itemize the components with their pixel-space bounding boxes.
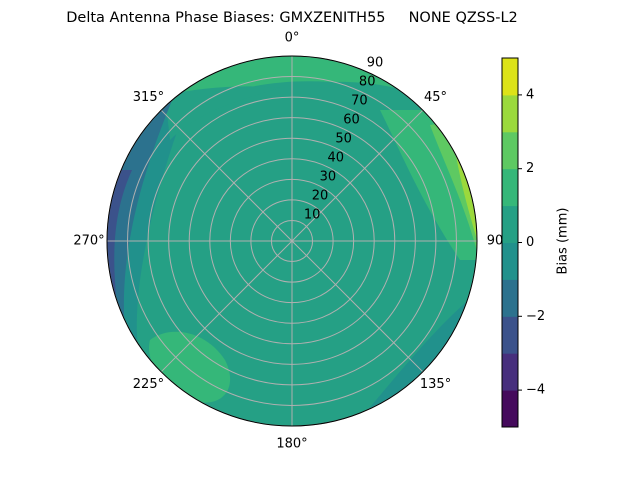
angular-grid-line xyxy=(291,109,424,242)
radial-tick-label: 60 xyxy=(343,113,360,128)
colorbar-band xyxy=(502,353,518,391)
angular-tick-label: 135° xyxy=(420,377,451,392)
contour-band xyxy=(165,86,280,140)
colorbar-band xyxy=(502,58,518,96)
radial-tick-label: 70 xyxy=(351,94,368,109)
colorbar-band xyxy=(502,168,518,207)
colorbar-band xyxy=(502,390,518,428)
polar-frame xyxy=(106,55,478,427)
angular-tick-label: 90 xyxy=(487,234,504,249)
colorbar-tick-label: 0 xyxy=(526,235,534,250)
angular-tick-label: 0° xyxy=(285,31,300,46)
angular-tick-label: 45° xyxy=(424,90,447,105)
angular-tick-label: 270° xyxy=(73,234,104,249)
angular-tick-label: 180° xyxy=(276,437,307,452)
radial-tick-label: 20 xyxy=(312,189,329,204)
angular-tick-label: 225° xyxy=(133,377,164,392)
colorbar-band xyxy=(502,131,518,170)
colorbar-band xyxy=(502,242,518,280)
angular-tick-label: 315° xyxy=(133,90,164,105)
colorbar-band xyxy=(502,94,518,133)
contour-band xyxy=(107,70,185,330)
colorbar-tick-label: 2 xyxy=(526,161,534,176)
colorbar-band xyxy=(502,205,518,243)
radial-tick-label: 10 xyxy=(304,208,321,223)
radial-tick-label: 30 xyxy=(320,170,337,185)
radial-tick-label: 80 xyxy=(359,75,376,90)
colorbar-tick-label: −2 xyxy=(526,309,545,324)
chart-title: Delta Antenna Phase Biases: GMXZENITH55 … xyxy=(66,10,518,26)
overlay: 0°45°90135°180°225°270°315°1020304050607… xyxy=(73,31,570,452)
angular-grid-line xyxy=(160,109,293,242)
colorbar-band xyxy=(502,279,518,317)
radial-tick-label: 40 xyxy=(327,151,344,166)
angular-grid-line xyxy=(160,240,293,373)
angular-grid-line xyxy=(291,240,424,373)
colorbar-label: Bias (mm) xyxy=(556,208,571,275)
colorbar-tick-label: 4 xyxy=(526,87,534,102)
radial-tick-label: 90 xyxy=(367,56,384,71)
colorbar-band xyxy=(502,316,518,354)
colorbar-tick-label: −4 xyxy=(526,383,545,398)
contour-band xyxy=(107,170,132,295)
radial-tick-label: 50 xyxy=(335,132,352,147)
